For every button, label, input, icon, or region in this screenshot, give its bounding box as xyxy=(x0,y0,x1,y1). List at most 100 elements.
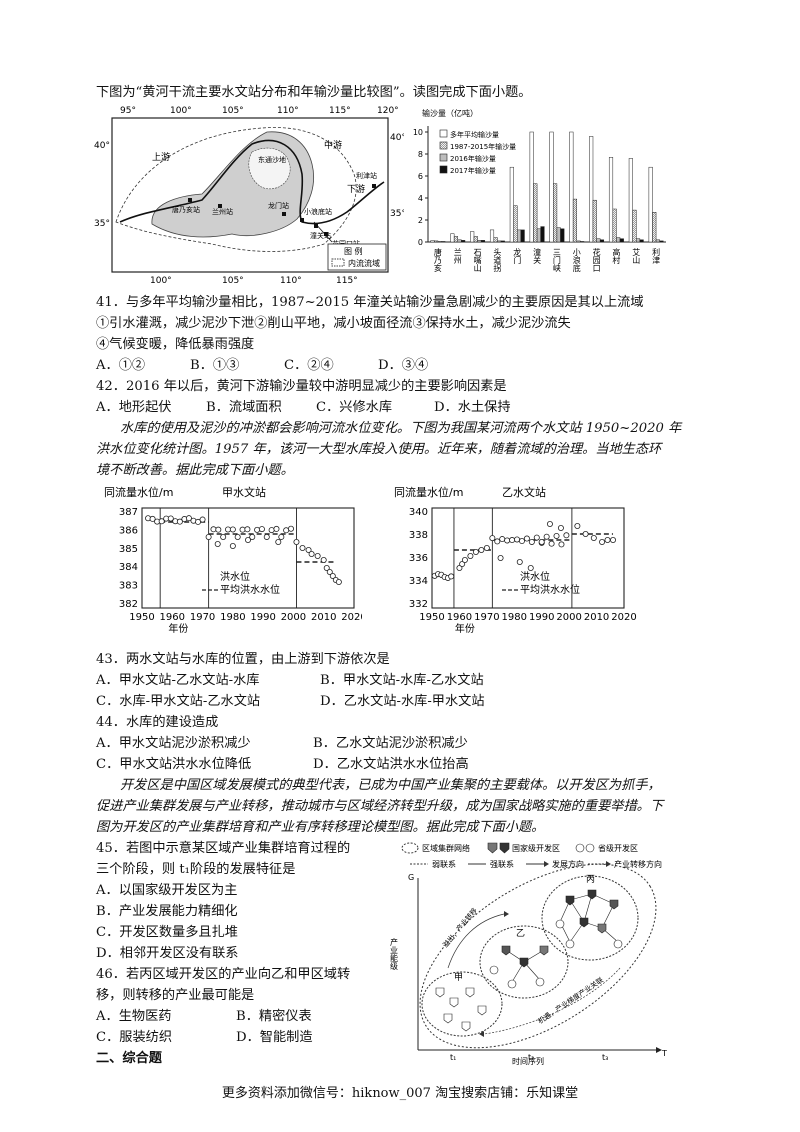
option-b[interactable]: B．精密仪表 xyxy=(236,1009,312,1024)
option-a[interactable]: A．①② xyxy=(96,358,146,373)
option-a[interactable]: A．甲水文站-乙水文站-水库 xyxy=(96,673,260,688)
bar xyxy=(457,239,462,243)
option-c[interactable]: C．兴修水库 xyxy=(316,400,393,415)
category-label: 头道拐 xyxy=(493,247,502,273)
option-a[interactable]: A．地形起伏 xyxy=(96,400,172,415)
option-a[interactable]: A．生物医药 xyxy=(96,1009,172,1024)
q45-stem-2: 三个阶段，则 t₁阶段的发展特征是 xyxy=(96,862,296,877)
cluster-jia: 甲 xyxy=(454,972,463,983)
diagram-spillover-label: 溢出，产业转移 xyxy=(441,906,479,949)
y-tick-label: 6 xyxy=(418,172,423,181)
bar xyxy=(470,231,475,243)
y-tick-label: 4 xyxy=(418,194,423,203)
legend-swatch xyxy=(439,153,448,162)
bar xyxy=(517,229,522,243)
data-point xyxy=(185,515,192,522)
category-label: 兰州 xyxy=(453,247,462,264)
data-point xyxy=(244,537,251,544)
y-tick-label: 384 xyxy=(119,562,138,573)
data-point xyxy=(176,518,183,525)
bar xyxy=(437,241,442,243)
data-point xyxy=(275,539,282,546)
q42-options: A．地形起伏 B．流域面积 C．兴修水库 D．水土保持 xyxy=(96,399,511,417)
data-point xyxy=(538,539,545,546)
option-d[interactable]: D．乙水文站洪水水位抬高 xyxy=(313,757,469,772)
option-c[interactable]: C．水库-甲水文站-乙水文站 xyxy=(96,694,261,709)
q45-option-d[interactable]: D．相邻开发区没有联系 xyxy=(96,946,239,961)
bar xyxy=(461,240,466,243)
option-b[interactable]: B．乙水文站泥沙淤积减少 xyxy=(313,736,468,751)
diagram-t1: t₁ xyxy=(450,1053,456,1062)
q44-options-1: A．甲水文站泥沙淤积减少 B．乙水文站泥沙淤积减少 xyxy=(96,735,468,753)
q45-option-c[interactable]: C．开发区数量多且扎堆 xyxy=(96,925,238,940)
diagram-opportunity-label: 机遇，产业梯度产业关联 xyxy=(536,975,605,1026)
diagram-t3: t₃ xyxy=(602,1053,608,1062)
bar xyxy=(580,241,585,243)
legend-dev-direction: 发展方向 xyxy=(552,859,584,869)
legend-mean-level: 平均洪水水位 xyxy=(520,583,580,596)
data-point xyxy=(210,526,217,533)
q45-stem-1: 45．若图中示意某区域产业集群培育过程的 xyxy=(96,841,351,856)
option-b[interactable]: B．甲水文站-水库-乙水文站 xyxy=(320,673,484,688)
data-point xyxy=(557,525,564,532)
data-point xyxy=(553,532,560,539)
footer: 更多资料添加微信号：hiknow_007 淘宝搜索店铺：乐知课堂 xyxy=(221,1086,579,1101)
lon-label: 100° xyxy=(170,106,192,116)
option-c[interactable]: C．甲水文站洪水水位降低 xyxy=(96,757,252,772)
bar xyxy=(592,199,597,243)
q45-option-b[interactable]: B．产业发展能力精细化 xyxy=(96,904,238,919)
map-bottom-ticks: 100° 105° 110° 115° xyxy=(150,276,358,286)
data-point xyxy=(254,526,261,533)
category-label: 石嘴山 xyxy=(473,248,482,273)
diagram-g-label: G xyxy=(408,873,414,882)
option-d[interactable]: D．智能制造 xyxy=(236,1030,313,1045)
option-c[interactable]: C．②④ xyxy=(284,358,334,373)
x-tick-label: 2020 xyxy=(341,612,362,623)
map-label-downstream: 下游 xyxy=(347,183,365,195)
bar xyxy=(659,240,664,243)
bar xyxy=(480,240,486,243)
y-tick-label: 385 xyxy=(119,544,138,555)
data-point xyxy=(467,553,474,560)
bar xyxy=(576,240,581,243)
q46-stem-2: 移，则转移的产业最可能是 xyxy=(96,988,255,1003)
option-d[interactable]: D．③④ xyxy=(378,358,429,373)
q46-stem-1: 46．若丙区域开发区的产业向乙和甲区域转 xyxy=(96,967,351,982)
map-label-station: 兰州站 xyxy=(212,207,233,216)
data-point xyxy=(489,535,496,542)
x-tick-label: 2010 xyxy=(311,612,336,623)
data-point xyxy=(205,533,212,540)
chart-ylabel: 同流量水位/m xyxy=(104,485,173,499)
data-point xyxy=(527,565,534,572)
option-b[interactable]: B．流域面积 xyxy=(206,400,282,415)
option-d[interactable]: D．水土保持 xyxy=(434,400,511,415)
legend-label: 2017年输沙量 xyxy=(450,166,496,175)
data-point xyxy=(518,538,525,545)
bar xyxy=(569,131,574,243)
bar xyxy=(489,229,495,243)
data-point xyxy=(229,526,236,533)
data-point xyxy=(323,565,330,572)
data-point xyxy=(599,539,606,546)
data-point xyxy=(229,543,236,550)
data-point xyxy=(234,533,241,540)
option-a[interactable]: A．甲水文站泥沙淤积减少 xyxy=(96,736,251,751)
data-point xyxy=(509,537,516,544)
bar xyxy=(596,238,601,243)
legend-provincial-zone: 省级开发区 xyxy=(598,843,638,853)
y-tick-label: 340 xyxy=(409,507,428,518)
data-point xyxy=(546,521,553,528)
data-point xyxy=(461,557,468,564)
y-tick-label: 382 xyxy=(119,599,138,610)
legend-label: 2016年输沙量 xyxy=(450,154,496,163)
category-label: 潼关 xyxy=(533,247,542,265)
lon-label: 105° xyxy=(222,106,244,116)
bar xyxy=(553,183,558,243)
chart-title: 甲水文站 xyxy=(222,485,266,499)
option-b[interactable]: B．①③ xyxy=(190,358,240,373)
option-c[interactable]: C．服装纺织 xyxy=(96,1030,173,1045)
bar xyxy=(589,136,594,243)
q45-option-a[interactable]: A．以国家级开发区为主 xyxy=(96,883,238,898)
intro3-line1: 开发区是中国区域发展模式的典型代表，已成为中国产业集聚的主要载体。以开发区为抓手… xyxy=(120,778,661,793)
option-d[interactable]: D．乙水文站-水库-甲水文站 xyxy=(320,694,485,709)
